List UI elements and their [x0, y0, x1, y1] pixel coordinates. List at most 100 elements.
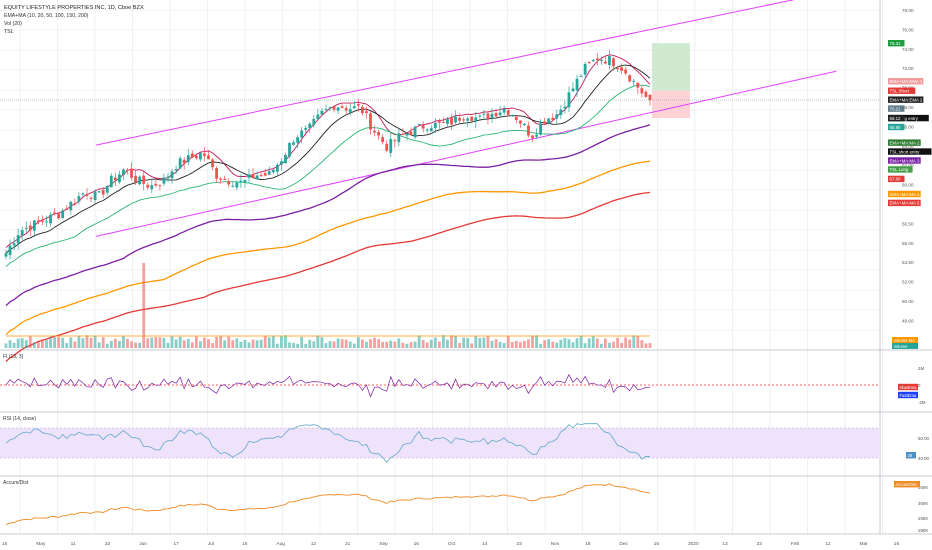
candle-body — [101, 190, 105, 195]
indicator-vol[interactable]: Vol (20) — [4, 21, 22, 27]
candle-body — [361, 106, 364, 114]
volume-bar — [284, 335, 287, 348]
volume-bar — [527, 339, 530, 348]
volume-bar — [93, 335, 97, 348]
candle-body — [612, 58, 615, 67]
volume-bar — [126, 338, 129, 348]
fi-pane — [0, 373, 880, 398]
candle-body — [417, 123, 421, 125]
candle-body — [502, 108, 506, 113]
volume-bar — [389, 340, 393, 348]
price-axis-tick: 50.00 — [902, 299, 914, 304]
fi-label-tag — [898, 383, 918, 391]
price-axis-tick: 53.50 — [902, 260, 914, 265]
price-label-text: EMA+MA:MA 5 — [890, 201, 920, 206]
volume-bar — [162, 337, 166, 348]
candle-body — [421, 125, 425, 129]
ema200-line — [5, 191, 650, 362]
candle-body — [498, 112, 502, 116]
candle-body — [352, 106, 356, 109]
rsi-label-text: 38 — [908, 453, 913, 458]
volume-bar — [543, 340, 547, 348]
price-label-tag — [888, 87, 916, 94]
volume-bar — [69, 337, 73, 348]
volume-bar — [616, 337, 619, 348]
date-axis-tick: 16 — [894, 541, 900, 547]
volume-bar — [61, 337, 65, 348]
price-axis-tick: 62.00 — [902, 163, 914, 168]
candle-body — [113, 177, 117, 181]
date-axis-tick: 11 — [71, 541, 76, 547]
ema50-line — [5, 84, 651, 267]
moving-averages — [5, 54, 651, 362]
candle-body — [49, 214, 52, 224]
volume-bar — [12, 342, 16, 348]
date-axis-tick: May — [36, 541, 46, 547]
candle-body — [644, 91, 648, 97]
candle-body — [377, 132, 380, 136]
volume-bar — [251, 339, 255, 348]
volume-bar — [640, 340, 644, 348]
volume-bar — [37, 342, 40, 348]
volume-bar — [73, 341, 77, 348]
candle-body — [154, 183, 158, 186]
volume-bar — [612, 341, 615, 348]
volume-bar — [130, 341, 133, 348]
volume-bar — [275, 343, 279, 348]
volume-bar — [65, 343, 69, 348]
indicator-tsl[interactable]: TSL — [4, 29, 14, 35]
volume-bar — [490, 340, 494, 348]
candle-body — [243, 179, 247, 183]
candle-body — [89, 197, 93, 199]
date-axis-tick: 22 — [105, 541, 111, 547]
pane-axis-tick: 295K — [918, 516, 928, 521]
volume-bar — [336, 338, 340, 348]
volume-bar — [474, 336, 478, 348]
volume-bar — [523, 341, 526, 348]
candle-body — [486, 113, 490, 119]
indicator-ema-ma[interactable]: EMA+MA (10, 20, 50, 100, 150, 200) — [4, 13, 89, 19]
volume-bar — [425, 342, 429, 348]
accdist-pane-title[interactable]: Accum/Dist — [3, 480, 29, 486]
candle-body — [369, 113, 372, 130]
volume-bar — [271, 335, 275, 348]
candle-body — [8, 245, 12, 255]
volume-bar — [328, 341, 332, 348]
axes: 78.0076.0074.0072.0070.0068.0066.0064.00… — [2, 8, 932, 547]
date-axis-tick: 12 — [825, 541, 831, 547]
volume-bar — [239, 341, 243, 348]
volume-bar — [203, 337, 206, 348]
volume-bar — [53, 337, 56, 348]
candle-body — [571, 88, 575, 92]
price-axis-tick: 49.60 — [902, 318, 914, 323]
volume-bar — [555, 342, 559, 348]
volume-bar — [405, 343, 409, 348]
rsi-pane-title[interactable]: RSI (14, close) — [3, 416, 36, 422]
candle-body — [16, 235, 20, 244]
candle-body — [397, 133, 401, 143]
volume-bar — [377, 339, 380, 348]
ema150-line — [5, 160, 650, 336]
candle-body — [57, 213, 61, 219]
position-zones — [0, 43, 880, 119]
fi-pane-title[interactable]: FI (13, 3) — [3, 354, 24, 360]
volume-bar — [178, 336, 182, 348]
volume-bar — [101, 337, 105, 348]
candle-body — [575, 78, 579, 91]
candle-body — [470, 116, 474, 121]
volume-bar — [462, 337, 466, 348]
volume-bar — [263, 335, 267, 348]
price-axis-tick: 56.50 — [902, 221, 914, 226]
volume-bar — [620, 342, 623, 348]
volume-bar — [575, 338, 579, 348]
price-label-tag — [888, 96, 924, 103]
price-label-tag — [888, 199, 921, 207]
candle-body — [122, 169, 125, 176]
candle-body — [563, 106, 567, 109]
volume-label-tag — [892, 343, 918, 349]
volume-bar — [599, 343, 603, 348]
candle-body — [336, 107, 340, 111]
volume-bar — [559, 339, 563, 348]
volume-bar — [186, 338, 190, 348]
